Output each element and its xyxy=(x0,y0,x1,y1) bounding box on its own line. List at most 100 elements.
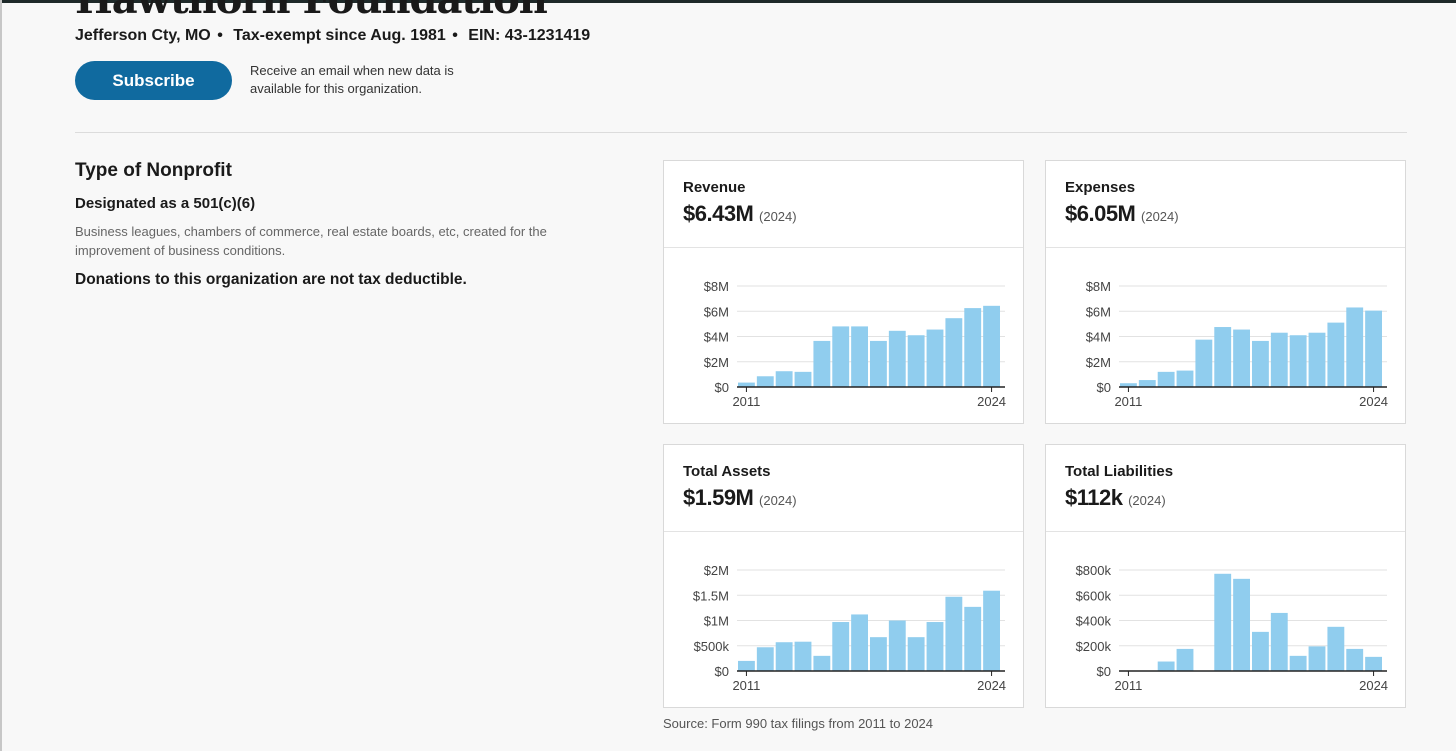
tax-exempt-since: Tax-exempt since Aug. 1981 xyxy=(233,27,446,44)
y-tick-label: $8M xyxy=(1086,279,1111,294)
organization-meta: Jefferson Cty, MO • Tax-exempt since Aug… xyxy=(75,27,590,45)
bar xyxy=(832,326,850,387)
bar xyxy=(1214,327,1232,387)
y-tick-label: $8M xyxy=(704,279,729,294)
card-title: Expenses xyxy=(1065,179,1136,196)
bar xyxy=(870,637,887,671)
bar xyxy=(1252,340,1269,387)
section-divider xyxy=(75,132,1407,133)
y-tick-label: $0 xyxy=(715,664,729,679)
bar xyxy=(1270,612,1288,671)
y-tick-label: $200k xyxy=(1076,639,1112,654)
headline-value: $1.59M xyxy=(683,485,754,510)
bar xyxy=(1157,371,1175,387)
bar xyxy=(1289,335,1307,387)
card-title: Revenue xyxy=(683,179,746,196)
bar xyxy=(1157,661,1175,671)
bar xyxy=(794,371,812,387)
bar xyxy=(775,642,793,671)
bar xyxy=(813,655,831,671)
bar xyxy=(1233,578,1250,671)
headline-year: (2024) xyxy=(1141,209,1179,224)
bar xyxy=(983,590,1000,671)
y-tick-label: $400k xyxy=(1076,614,1112,629)
nonprofit-description: Business leagues, chambers of commerce, … xyxy=(75,224,547,258)
bar xyxy=(964,606,982,671)
headline-year: (2024) xyxy=(759,493,797,508)
y-tick-label: $1.5M xyxy=(693,588,729,603)
headline-value: $112k xyxy=(1065,485,1123,510)
nonprofit-type-heading: Type of Nonprofit xyxy=(75,160,232,181)
total-liabilities-card: Total Liabilities $112k (2024) $0 $200k $4… xyxy=(1045,444,1406,708)
y-tick-label: $800k xyxy=(1076,563,1112,578)
y-tick-label: $0 xyxy=(1097,380,1111,395)
bar xyxy=(1120,383,1137,387)
bar xyxy=(926,622,944,671)
bar xyxy=(756,376,774,387)
organization-ein: EIN: 43-1231419 xyxy=(468,27,591,44)
bar xyxy=(983,305,1000,387)
bar xyxy=(813,340,831,387)
bar xyxy=(738,382,755,387)
bar xyxy=(1308,332,1326,387)
source-note: Source: Form 990 tax filings from 2011 t… xyxy=(663,716,934,731)
left-border xyxy=(0,0,2,751)
card-header: Total Liabilities $112k (2024) xyxy=(1046,445,1405,532)
bar xyxy=(1327,322,1345,387)
y-tick-label: $1M xyxy=(704,614,729,629)
y-tick-label: $6M xyxy=(704,304,729,319)
bar xyxy=(1176,648,1194,671)
y-tick-label: $4M xyxy=(704,330,729,345)
y-tick-label: $500k xyxy=(694,639,730,654)
bar xyxy=(832,622,850,671)
bar xyxy=(907,335,925,387)
total-assets-card: Total Assets $1.59M (2024) $0 $500k $1M $1.… xyxy=(663,444,1024,708)
headline-year: (2024) xyxy=(1128,493,1166,508)
bar xyxy=(1214,573,1232,671)
subscribe-note: Receive an email when new data is availa… xyxy=(250,63,454,96)
bar xyxy=(1176,370,1194,387)
x-tick-label: 2011 xyxy=(732,394,760,409)
bar xyxy=(1289,655,1307,671)
expenses-bar-chart: $0 $2M $4M $6M $8M 2011 2024 xyxy=(1086,279,1388,409)
bar xyxy=(1270,332,1288,387)
x-tick-label: 2024 xyxy=(1359,678,1388,693)
headline-year: (2024) xyxy=(759,209,797,224)
x-tick-label: 2011 xyxy=(732,678,760,693)
bar xyxy=(794,641,812,671)
bar xyxy=(1327,626,1345,671)
bar xyxy=(1195,339,1213,387)
card-header: Total Assets $1.59M (2024) xyxy=(664,445,1023,532)
top-border xyxy=(0,0,1456,3)
bar xyxy=(1233,329,1250,387)
bar xyxy=(1346,648,1364,671)
y-tick-label: $0 xyxy=(1097,664,1111,679)
card-value: $6.43M (2024) xyxy=(683,201,797,227)
bar xyxy=(851,614,868,671)
total-liabilities-bar-chart: $0 $200k $400k $600k $800k 2011 2024 xyxy=(1076,563,1388,693)
bar xyxy=(775,371,793,387)
y-tick-label: $4M xyxy=(1086,330,1111,345)
y-tick-label: $0 xyxy=(715,380,729,395)
y-tick-label: $2M xyxy=(1086,355,1111,370)
x-tick-label: 2011 xyxy=(1114,678,1142,693)
card-value: $6.05M (2024) xyxy=(1065,201,1179,227)
total-assets-bar-chart: $0 $500k $1M $1.5M $2M 2011 2024 xyxy=(693,563,1006,693)
bar xyxy=(1138,380,1156,387)
x-tick-label: 2011 xyxy=(1114,394,1142,409)
revenue-bar-chart: $0 $2M $4M $6M $8M 2011 2024 xyxy=(704,279,1006,409)
card-header: Revenue $6.43M (2024) xyxy=(664,161,1023,248)
expenses-card: Expenses $6.05M (2024) $0 $2M $4M $6M $8M 201… xyxy=(1045,160,1406,424)
meta-separator: • xyxy=(217,27,223,44)
x-tick-label: 2024 xyxy=(977,678,1006,693)
organization-location: Jefferson Cty, MO xyxy=(75,27,211,44)
card-header: Expenses $6.05M (2024) xyxy=(1046,161,1405,248)
bar xyxy=(945,318,963,387)
revenue-card: Revenue $6.43M (2024) $0 $2M $4M $6M $8M 2011… xyxy=(663,160,1024,424)
bar xyxy=(1346,307,1364,387)
bar xyxy=(1308,646,1326,671)
headline-value: $6.43M xyxy=(683,201,754,226)
y-tick-label: $600k xyxy=(1076,588,1112,603)
subscribe-button[interactable]: Subscribe xyxy=(75,61,232,100)
bar xyxy=(1365,656,1382,671)
